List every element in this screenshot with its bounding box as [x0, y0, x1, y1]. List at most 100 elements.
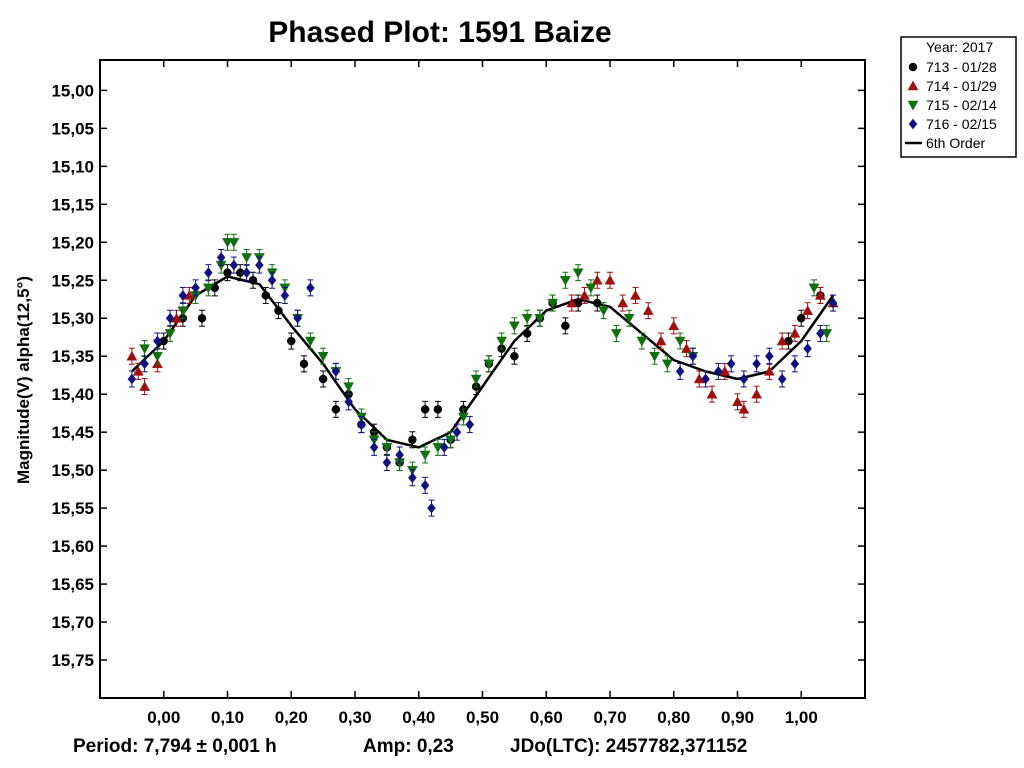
y-tick-label: 15,00 [51, 81, 94, 100]
period-text: Period: 7,794 ± 0,001 h [73, 736, 277, 757]
data-point [776, 335, 788, 346]
data-point [419, 450, 431, 461]
data-point [642, 305, 654, 315]
data-point [559, 276, 571, 286]
data-point [274, 306, 283, 315]
x-tick-label: 0,30 [338, 708, 371, 727]
data-point [420, 405, 430, 414]
data-point [299, 359, 309, 369]
x-tick-label: 0,60 [530, 708, 563, 727]
data-point [508, 321, 520, 332]
data-point [293, 312, 302, 324]
data-point [828, 297, 838, 309]
data-point [381, 443, 393, 453]
data-point [395, 449, 404, 461]
y-tick-label: 15,70 [51, 613, 94, 632]
y-tick-label: 15,25 [51, 271, 94, 290]
data-point [139, 381, 151, 391]
data-point [452, 426, 462, 438]
chart-title: Phased Plot: 1591 Baize [268, 16, 611, 49]
legend-label: 713 - 01/28 [926, 59, 997, 75]
data-point [331, 366, 341, 377]
data-point [732, 396, 743, 407]
data-point [593, 298, 602, 308]
legend-marker [908, 118, 918, 130]
y-tick-label: 15,40 [51, 385, 94, 404]
data-point [738, 403, 750, 414]
data-point [304, 336, 316, 347]
data-point [177, 306, 189, 317]
data-point [816, 328, 825, 339]
data-point [382, 457, 392, 468]
data-point [126, 350, 138, 361]
data-point [752, 358, 761, 370]
data-point [408, 435, 417, 445]
legend-label: 6th Order [926, 135, 985, 151]
y-tick-label: 15,45 [51, 423, 94, 442]
data-point [255, 259, 264, 271]
data-point [521, 313, 533, 324]
x-tick-label: 0,20 [275, 708, 308, 727]
data-point [242, 267, 251, 279]
data-point [228, 238, 240, 248]
data-point [808, 283, 820, 294]
x-tick-label: 0,80 [657, 708, 690, 727]
data-point [344, 396, 353, 408]
data-points-layer [126, 233, 839, 517]
legend-label: 716 - 02/15 [926, 116, 997, 132]
data-point [777, 373, 787, 385]
data-point [331, 405, 341, 414]
data-point [248, 276, 258, 285]
data-point [261, 291, 270, 300]
data-point [655, 335, 667, 346]
data-point [318, 374, 328, 384]
data-point [241, 253, 253, 263]
data-point [649, 351, 661, 362]
data-point [178, 290, 188, 301]
data-point [357, 419, 366, 430]
data-point [814, 289, 826, 300]
data-point [445, 435, 457, 446]
data-point [510, 351, 519, 361]
data-point [369, 441, 379, 453]
data-point [191, 282, 200, 294]
x-tick-label: 0,70 [593, 708, 626, 727]
data-point [140, 358, 149, 370]
legend-marker [907, 80, 919, 91]
y-tick-label: 15,65 [51, 575, 94, 594]
data-point [585, 283, 597, 294]
data-point [617, 297, 629, 308]
data-point [522, 329, 532, 338]
data-point [789, 327, 801, 338]
data-point [681, 343, 692, 353]
data-point [534, 313, 546, 324]
data-point [165, 312, 175, 324]
data-point [636, 336, 648, 347]
data-point [204, 267, 213, 279]
y-tick-label: 15,10 [51, 157, 94, 176]
data-point [496, 336, 508, 347]
data-point [127, 373, 137, 385]
data-point [457, 412, 469, 423]
data-point [343, 382, 355, 393]
y-tick-label: 15,75 [51, 651, 94, 670]
data-point [668, 320, 680, 331]
x-axis: 0,00 0,10 0,20 0,30 0,40 0,50 0,60 0,70 0,80 0,90… [147, 60, 818, 727]
data-point [153, 335, 162, 347]
data-point [439, 441, 449, 453]
y-tick-label: 15,30 [51, 309, 94, 328]
data-point [317, 351, 329, 362]
x-tick-label: 1,00 [785, 708, 818, 727]
data-point [139, 344, 151, 355]
data-point [202, 283, 214, 294]
y-tick-label: 15,60 [51, 537, 94, 556]
epoch-text: JDo(LTC): 2457782,371152 [510, 736, 747, 757]
y-axis-label: Magnitude(V) alpha(12,5°) [14, 276, 33, 484]
y-tick-label: 15,35 [51, 347, 94, 366]
data-point [287, 336, 296, 346]
data-point [675, 366, 685, 377]
data-point [280, 290, 290, 301]
data-point [547, 298, 559, 309]
data-point [483, 359, 495, 370]
data-point [726, 358, 736, 370]
